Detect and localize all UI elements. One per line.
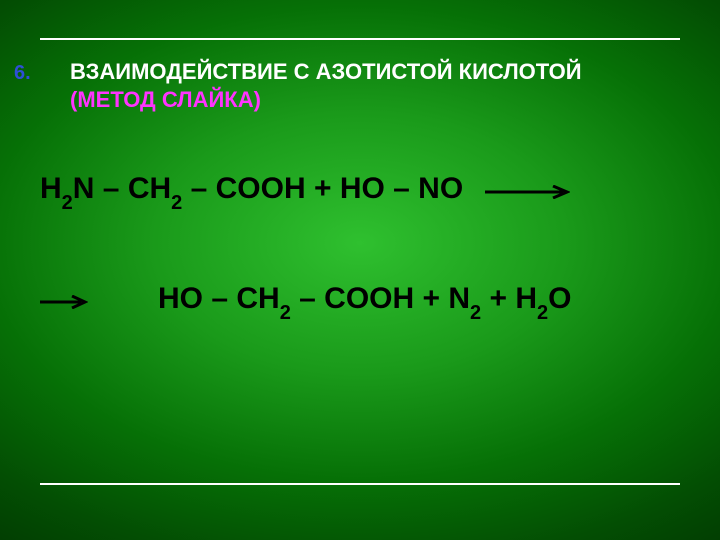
reaction-reactants-row: H2N – CH2 – COOH + HO – NO xyxy=(40,172,570,211)
arrow-long-icon xyxy=(485,185,570,199)
formula-sub: 2 xyxy=(537,302,548,324)
arrow-short-icon xyxy=(40,295,88,309)
formula-frag: – COOH + HO – NO xyxy=(182,172,463,205)
divider-top xyxy=(40,38,680,40)
formula-sub: 2 xyxy=(171,192,182,214)
formula-frag: + H xyxy=(481,282,537,315)
products-text: HO – CH2 – COOH + N2 + H2O xyxy=(158,282,571,321)
title-white: ВЗАИМОДЕЙСТВИЕ С АЗОТИСТОЙ КИСЛОТОЙ xyxy=(70,59,582,84)
formula-frag: – COOH + N xyxy=(291,282,470,315)
divider-bottom xyxy=(40,483,680,485)
reaction-products-row: HO – CH2 – COOH + N2 + H2O xyxy=(40,282,571,321)
formula-sub: 2 xyxy=(280,302,291,324)
formula-frag: O xyxy=(548,282,571,315)
title-magenta: (МЕТОД СЛАЙКА) xyxy=(70,87,261,112)
formula-frag: H xyxy=(40,172,62,205)
formula-frag: HO – CH xyxy=(158,282,280,315)
slide-title: ВЗАИМОДЕЙСТВИЕ С АЗОТИСТОЙ КИСЛОТОЙ (МЕТ… xyxy=(70,58,670,113)
formula-sub: 2 xyxy=(470,302,481,324)
reactants-text: H2N – CH2 – COOH + HO – NO xyxy=(40,172,463,211)
item-number: 6. xyxy=(14,62,31,85)
formula-frag: N – CH xyxy=(73,172,171,205)
formula-sub: 2 xyxy=(62,192,73,214)
